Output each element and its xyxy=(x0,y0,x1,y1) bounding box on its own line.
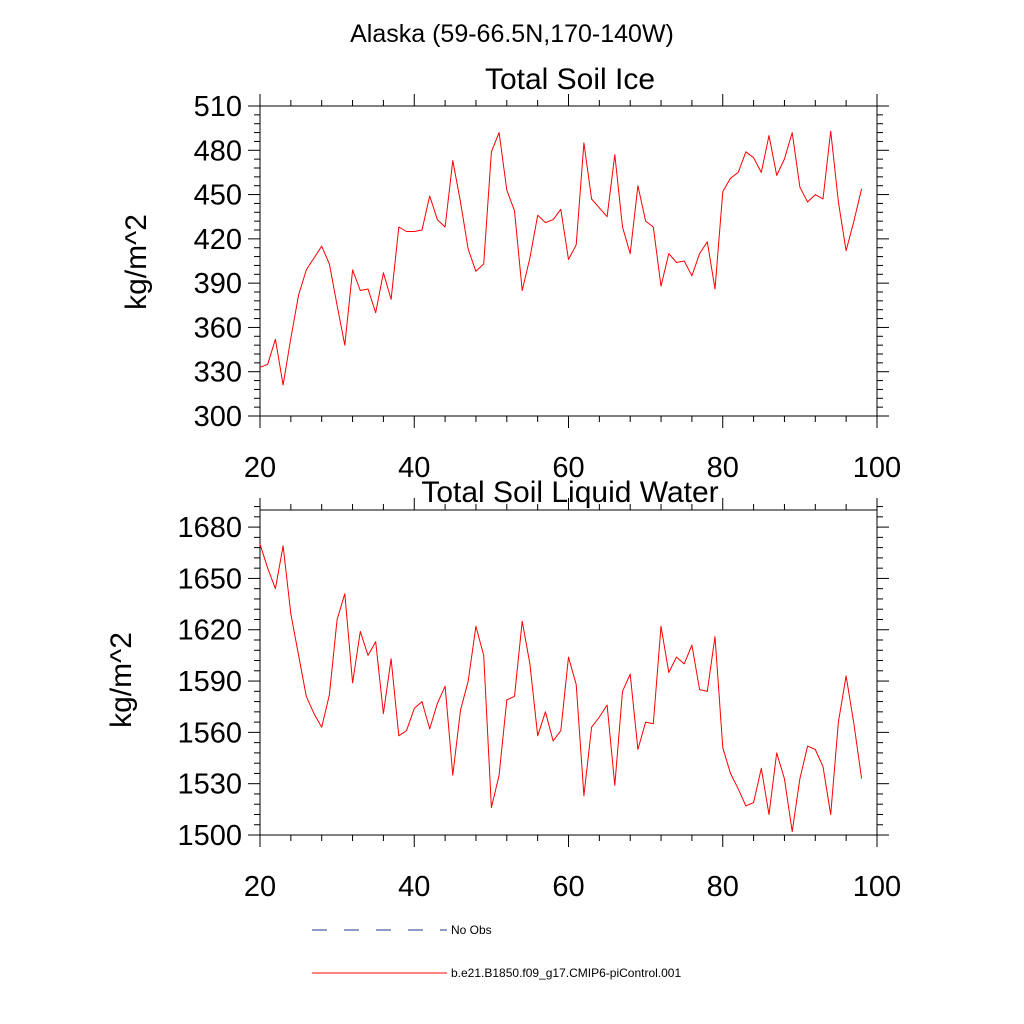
x-tick-label: 100 xyxy=(853,871,901,903)
y-tick-label: 1620 xyxy=(177,615,242,647)
y-axis-label: kg/m^2 xyxy=(120,214,153,310)
y-axis-label: kg/m^2 xyxy=(105,632,138,728)
y-tick-label: 420 xyxy=(194,224,242,256)
axis-ticks xyxy=(248,94,889,428)
series-group xyxy=(259,130,863,386)
y-tick-label: 1530 xyxy=(177,769,242,801)
x-tick-label: 80 xyxy=(707,452,739,484)
y-tick-label: 510 xyxy=(194,91,242,123)
panel-title: Total Soil Liquid Water xyxy=(421,476,718,509)
x-tick-label: 40 xyxy=(398,452,430,484)
x-tick-label: 20 xyxy=(244,871,276,903)
y-tick-label: 1680 xyxy=(177,512,242,544)
axis-tick-labels: 20 40 60 80 100 1500 1530 1560 1590 1620 1650 1680 xyxy=(177,512,901,903)
x-tick-label: 60 xyxy=(552,871,584,903)
y-tick-label: 480 xyxy=(194,135,242,167)
y-tick-label: 450 xyxy=(194,180,242,212)
x-tick-label: 60 xyxy=(552,452,584,484)
axis-tick-labels: 20 40 60 80 100 300 330 360 390 420 450 480 510 xyxy=(194,91,902,484)
series-line xyxy=(259,130,863,386)
plot-frame xyxy=(259,509,878,836)
legend-label-no-obs: No Obs xyxy=(451,923,492,937)
legend-label-model: b.e21.B1850.f09_g17.CMIP6-piControl.001 xyxy=(451,966,681,980)
panel-total-soil-ice: Total Soil Ice kg/m^2 20 40 60 80 100 300 330 3… xyxy=(120,63,901,484)
x-tick-label: 20 xyxy=(244,452,276,484)
x-tick-label: 80 xyxy=(707,871,739,903)
figure-title: Alaska (59-66.5N,170-140W) xyxy=(350,20,674,48)
y-tick-label: 390 xyxy=(194,268,242,300)
panel-total-soil-liquid-water: Total Soil Liquid Water kg/m^2 20 40 60 80 1… xyxy=(105,476,901,903)
axis-ticks xyxy=(248,498,889,847)
y-tick-label: 360 xyxy=(194,312,242,344)
x-tick-label: 40 xyxy=(398,871,430,903)
series-group xyxy=(259,544,863,833)
y-tick-label: 1590 xyxy=(177,666,242,698)
series-line xyxy=(259,544,863,833)
x-tick-label: 100 xyxy=(853,452,901,484)
legend: No Obs b.e21.B1850.f09_g17.CMIP6-piContr… xyxy=(312,923,681,980)
y-tick-label: 330 xyxy=(194,357,242,389)
y-tick-label: 300 xyxy=(194,401,242,433)
y-tick-label: 1650 xyxy=(177,563,242,595)
panel-title: Total Soil Ice xyxy=(485,63,655,96)
y-tick-label: 1560 xyxy=(177,717,242,749)
plot-frame xyxy=(259,105,878,417)
y-tick-label: 1500 xyxy=(177,820,242,852)
